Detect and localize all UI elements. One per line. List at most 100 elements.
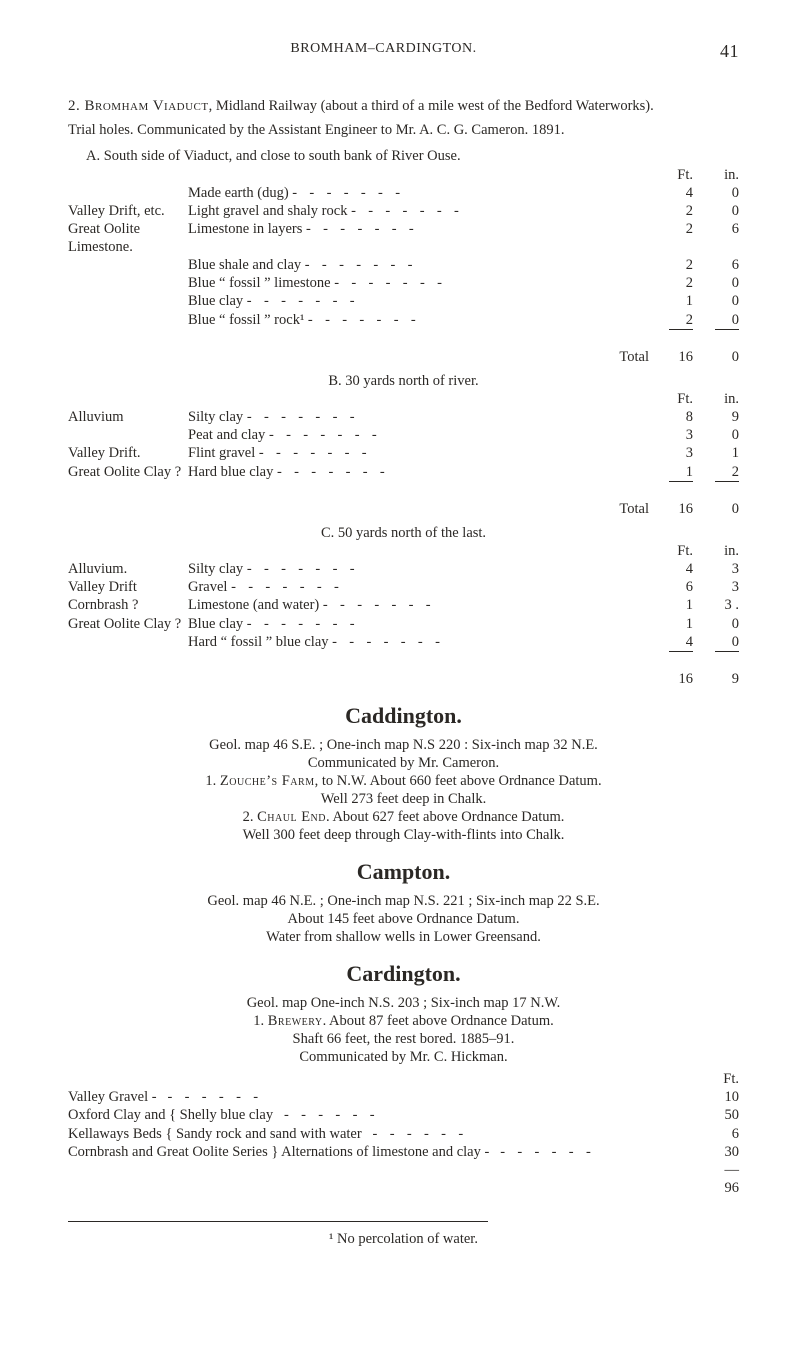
running-head: BROMHAM–CARDINGTON. 41 bbox=[68, 40, 739, 63]
table-row: Alluvium.Silty clay - - - - - - -43 bbox=[68, 560, 739, 578]
row-label: Valley Drift, etc. bbox=[68, 202, 188, 220]
row-in: 1 bbox=[715, 444, 739, 462]
row-ft: 4 bbox=[669, 560, 693, 578]
table-row: Hard “ fossil ” blue clay - - - - - - -4… bbox=[68, 633, 739, 651]
ft-head: Ft. bbox=[669, 166, 693, 184]
row-label: Great Oolite Clay ? bbox=[68, 615, 188, 633]
C-head: C. 50 yards north of the last. bbox=[68, 524, 739, 542]
body-line: 1. Brewery. About 87 feet above Ordnance… bbox=[68, 1012, 739, 1030]
row-ft: 2 bbox=[669, 311, 693, 329]
row-desc: Valley Gravel - - - - - - - bbox=[68, 1088, 703, 1106]
row-in: 0 bbox=[715, 292, 739, 310]
body-line: Geol. map 46 N.E. ; One-inch map N.S. 22… bbox=[68, 892, 739, 910]
in-head: in. bbox=[715, 166, 739, 184]
table-row: Valley Gravel - - - - - - -10 bbox=[68, 1088, 739, 1106]
row-label: Valley Drift. bbox=[68, 444, 188, 462]
A-total: Total 160 bbox=[68, 348, 739, 366]
body-line: 1. Zouche’s Farm, to N.W. About 660 feet… bbox=[68, 772, 739, 790]
table-row: Kellaways Beds { Sandy rock and sand wit… bbox=[68, 1125, 739, 1143]
row-label: Alluvium. bbox=[68, 560, 188, 578]
C-rows: Alluvium.Silty clay - - - - - - -43Valle… bbox=[68, 560, 739, 651]
row-desc: Peat and clay - - - - - - - bbox=[188, 426, 669, 444]
row-desc: Blue “ fossil ” limestone - - - - - - - bbox=[188, 274, 669, 292]
row-in: 6 bbox=[715, 256, 739, 274]
cardington-ft-head: Ft. bbox=[68, 1070, 739, 1088]
cardington-total: 96 bbox=[68, 1179, 739, 1197]
footnote-rule bbox=[68, 1221, 488, 1222]
row-desc: Limestone (and water) - - - - - - - bbox=[188, 596, 669, 614]
row-label: Cornbrash ? bbox=[68, 596, 188, 614]
row-in: 3 bbox=[715, 578, 739, 596]
caddington-lines: Geol. map 46 S.E. ; One-inch map N.S 220… bbox=[68, 736, 739, 845]
row-desc: Flint gravel - - - - - - - bbox=[188, 444, 669, 462]
campton-title: Campton. bbox=[68, 858, 739, 886]
row-ft: 4 bbox=[669, 184, 693, 202]
cardington-title: Cardington. bbox=[68, 960, 739, 988]
row-desc: Cornbrash and Great Oolite Series } Alte… bbox=[68, 1143, 703, 1161]
row-ft: 1 bbox=[669, 596, 693, 614]
C-total-rule bbox=[68, 651, 739, 670]
cardington-lines: Geol. map One-inch N.S. 203 ; Six-inch m… bbox=[68, 994, 739, 1067]
row-in: 0 bbox=[715, 184, 739, 202]
row-ft: 8 bbox=[669, 408, 693, 426]
row-ft: 3 bbox=[669, 426, 693, 444]
row-desc: Oxford Clay and { Shelly blue clay - - -… bbox=[68, 1106, 703, 1124]
caddington-title: Caddington. bbox=[68, 702, 739, 730]
row-ft: 1 bbox=[669, 463, 693, 481]
table-row: Blue “ fossil ” rock¹ - - - - - - -2 0 bbox=[68, 311, 739, 329]
body-line: Water from shallow wells in Lower Greens… bbox=[68, 928, 739, 946]
row-ft: 2 bbox=[669, 220, 693, 238]
table-row: Oxford Clay and { Shelly blue clay - - -… bbox=[68, 1106, 739, 1124]
row-in: 3 . bbox=[715, 596, 739, 614]
row-label: Alluvium bbox=[68, 408, 188, 426]
row-label: Great Oolite Limestone. bbox=[68, 220, 188, 256]
page-number: 41 bbox=[699, 40, 739, 63]
row-in: 0 bbox=[715, 426, 739, 444]
table-row: Cornbrash ?Limestone (and water) - - - -… bbox=[68, 596, 739, 614]
row-desc: Blue “ fossil ” rock¹ - - - - - - - bbox=[188, 311, 669, 329]
row-desc: Light gravel and shaly rock - - - - - - … bbox=[188, 202, 669, 220]
A-rows: Made earth (dug) - - - - - - -40Valley D… bbox=[68, 184, 739, 329]
B-rows: AlluviumSilty clay - - - - - - -89Peat a… bbox=[68, 408, 739, 481]
row-desc: Blue clay - - - - - - - bbox=[188, 615, 669, 633]
row-ft: 30 bbox=[703, 1143, 739, 1161]
A-total-rule bbox=[68, 329, 739, 348]
row-desc: Gravel - - - - - - - bbox=[188, 578, 669, 596]
table-row: Valley Drift, etc.Light gravel and shaly… bbox=[68, 202, 739, 220]
B-total-rule bbox=[68, 481, 739, 500]
row-in: 0 bbox=[715, 274, 739, 292]
row-ft: 1 bbox=[669, 615, 693, 633]
row-in: 0 bbox=[715, 311, 739, 329]
row-desc: Silty clay - - - - - - - bbox=[188, 560, 669, 578]
row-desc: Hard blue clay - - - - - - - bbox=[188, 463, 669, 481]
row-desc: Limestone in layers - - - - - - - bbox=[188, 220, 669, 238]
body-line: Communicated by Mr. C. Hickman. bbox=[68, 1048, 739, 1066]
row-ft: 6 bbox=[669, 578, 693, 596]
table-row: AlluviumSilty clay - - - - - - -89 bbox=[68, 408, 739, 426]
A-total-in: 0 bbox=[715, 348, 739, 366]
row-desc: Blue shale and clay - - - - - - - bbox=[188, 256, 669, 274]
row-ft: 4 bbox=[669, 633, 693, 651]
footnote: ¹ No percolation of water. bbox=[68, 1230, 739, 1248]
row-ft: 2 bbox=[669, 202, 693, 220]
A-head: A. South side of Viaduct, and close to s… bbox=[68, 147, 739, 165]
row-desc: Blue clay - - - - - - - bbox=[188, 292, 669, 310]
table-row: Peat and clay - - - - - - -3 0 bbox=[68, 426, 739, 444]
table-row: Made earth (dug) - - - - - - -4 0 bbox=[68, 184, 739, 202]
row-in: 0 bbox=[715, 202, 739, 220]
row-desc: Made earth (dug) - - - - - - - bbox=[188, 184, 669, 202]
C-total: 169 bbox=[68, 670, 739, 688]
row-ft: 3 bbox=[669, 444, 693, 462]
campton-lines: Geol. map 46 N.E. ; One-inch map N.S. 22… bbox=[68, 892, 739, 946]
table-row: Blue shale and clay - - - - - - -26 bbox=[68, 256, 739, 274]
table-row: Blue “ fossil ” limestone - - - - - - -2… bbox=[68, 274, 739, 292]
row-desc: Hard “ fossil ” blue clay - - - - - - - bbox=[188, 633, 669, 651]
body-line: Geol. map One-inch N.S. 203 ; Six-inch m… bbox=[68, 994, 739, 1012]
A-total-label: Total bbox=[188, 348, 669, 366]
B-total: Total 160 bbox=[68, 500, 739, 518]
table-row: Blue clay - - - - - - -10 bbox=[68, 292, 739, 310]
ftin-head-c: Ft.in. bbox=[68, 542, 739, 560]
table-row: Great Oolite Limestone.Limestone in laye… bbox=[68, 220, 739, 256]
row-desc: Silty clay - - - - - - - bbox=[188, 408, 669, 426]
row-label: Valley Drift bbox=[68, 578, 188, 596]
